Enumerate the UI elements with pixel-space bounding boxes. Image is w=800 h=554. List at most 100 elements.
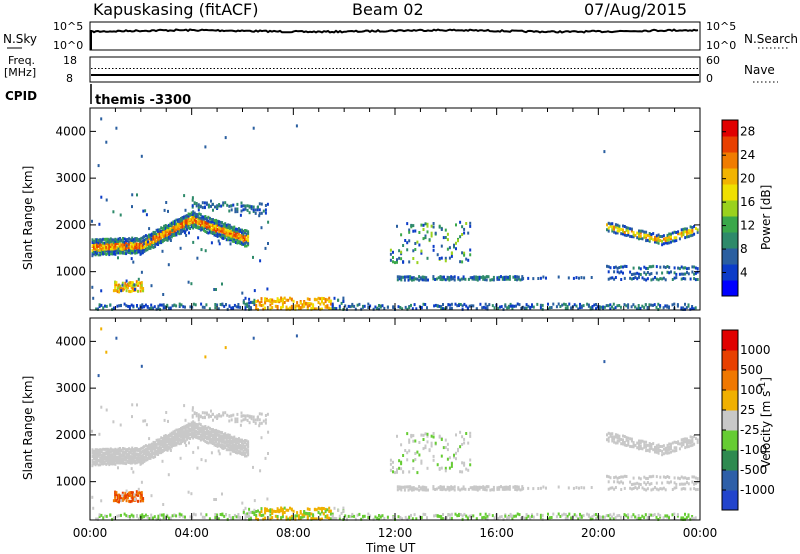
radar-cell — [161, 233, 164, 237]
radar-cell — [201, 437, 204, 441]
radar-cell — [114, 240, 117, 243]
radar-cell — [255, 303, 258, 307]
radar-cell — [416, 487, 419, 491]
radar-cell — [306, 515, 309, 519]
radar-cell — [138, 250, 141, 253]
radar-cell — [190, 225, 193, 229]
radar-cell — [329, 512, 332, 516]
radar-cell — [420, 516, 423, 520]
radar-cell — [181, 435, 184, 439]
radar-cell — [129, 290, 132, 294]
radar-cell — [625, 444, 628, 447]
radar-cell — [160, 303, 163, 307]
radar-cell — [611, 225, 614, 229]
radar-cell — [369, 304, 372, 308]
radar-cell — [532, 487, 535, 491]
radar-cell — [492, 488, 495, 492]
radar-cell — [112, 210, 115, 214]
radar-cell — [129, 500, 132, 504]
radar-cell — [438, 257, 441, 260]
radar-cell — [652, 448, 655, 452]
radar-cell — [129, 283, 132, 287]
radar-cell — [158, 442, 161, 445]
radar-cell — [677, 442, 680, 446]
radar-cell — [224, 411, 227, 415]
radar-cell — [459, 303, 462, 306]
radar-cell — [517, 275, 520, 279]
radar-cell — [197, 206, 200, 209]
radar-cell — [616, 514, 619, 518]
radar-cell — [212, 208, 214, 212]
radar-cell — [143, 456, 146, 459]
radar-cell — [234, 444, 237, 448]
radar-cell — [466, 306, 469, 310]
radar-cell — [164, 516, 167, 519]
radar-cell — [106, 242, 109, 246]
radar-cell — [178, 302, 181, 306]
radar-cell — [266, 287, 269, 291]
radar-cell — [117, 251, 120, 255]
radar-cell — [661, 453, 664, 457]
radar-cell — [148, 237, 150, 241]
radar-cell — [111, 238, 114, 242]
radar-cell — [616, 439, 619, 443]
radar-cell — [215, 439, 217, 443]
radar-cell — [459, 430, 462, 434]
radar-cell — [210, 204, 212, 208]
radar-cell — [492, 485, 495, 489]
radar-cell — [217, 517, 220, 521]
radar-cell — [187, 219, 190, 223]
radar-cell — [180, 435, 182, 439]
radar-cell — [138, 281, 141, 285]
radar-cell — [107, 448, 110, 452]
radar-cell — [260, 421, 263, 425]
radar-cell — [192, 240, 195, 244]
radar-cell — [151, 444, 153, 448]
radar-cell — [250, 207, 253, 211]
radar-cell — [440, 305, 443, 309]
radar-cell — [94, 460, 97, 464]
radar-cell — [143, 246, 146, 249]
radar-cell — [639, 446, 642, 450]
radar-cell — [100, 457, 103, 461]
radar-cell — [652, 277, 655, 281]
radar-cell — [634, 272, 637, 276]
radar-cell — [372, 517, 375, 521]
radar-cell — [303, 303, 306, 307]
radar-cell — [684, 482, 687, 486]
radar-cell — [484, 276, 486, 280]
radar-cell — [170, 431, 173, 435]
radar-cell — [154, 447, 157, 450]
radar-cell — [123, 284, 125, 288]
radar-cell — [180, 225, 182, 229]
radar-cell — [666, 443, 669, 447]
radar-cell — [221, 221, 224, 225]
radar-cell — [622, 228, 624, 232]
radar-cell — [189, 427, 192, 431]
radar-cell — [224, 226, 227, 230]
radar-cell — [264, 306, 267, 310]
radar-cell — [262, 517, 265, 521]
radar-cell — [618, 514, 621, 517]
radar-cell — [379, 305, 382, 309]
radar-cell — [522, 487, 525, 490]
radar-cell — [202, 224, 205, 228]
colorbar-tick-label: -25 — [740, 423, 760, 437]
radar-cell — [91, 241, 94, 244]
radar-cell — [646, 233, 649, 237]
nsearch-tick-bottom: 10^0 — [706, 39, 736, 52]
radar-cell — [319, 297, 322, 301]
radar-cell — [154, 449, 157, 453]
radar-cell — [93, 462, 95, 466]
radar-cell — [140, 364, 143, 368]
radar-cell — [239, 228, 242, 232]
radar-cell — [161, 437, 164, 440]
radar-cell — [128, 456, 131, 460]
radar-cell — [686, 481, 688, 484]
radar-cell — [114, 499, 117, 502]
radar-cell — [199, 205, 202, 209]
radar-cell — [329, 299, 332, 303]
radar-cell — [125, 499, 128, 503]
radar-cell — [105, 252, 108, 256]
radar-cell — [673, 236, 676, 240]
